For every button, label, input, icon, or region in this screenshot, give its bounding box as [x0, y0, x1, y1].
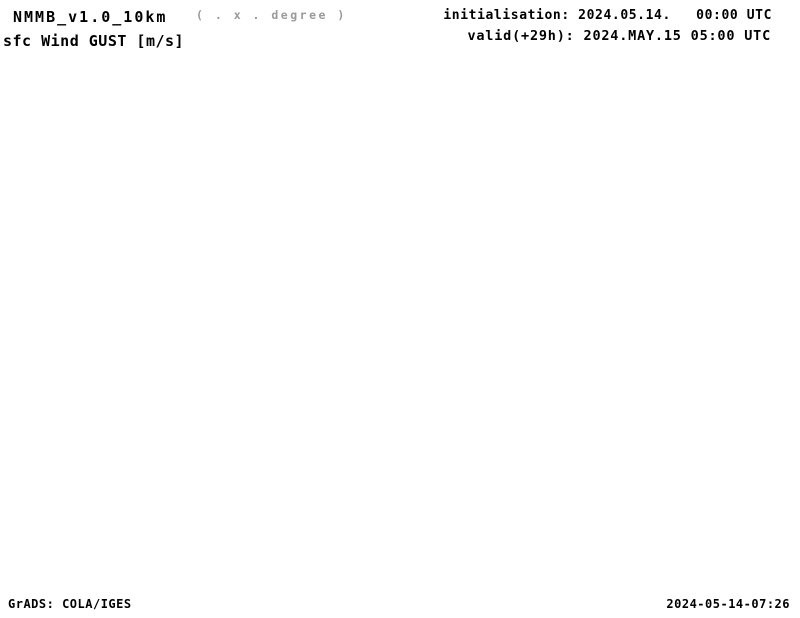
valid-time-label: valid(+29h): 2024.MAY.15 05:00 UTC	[467, 28, 771, 44]
resolution-note: ( . x . degree )	[196, 8, 347, 22]
page-title: NMMB_v1.0_10km	[13, 8, 167, 26]
creation-timestamp: 2024-05-14-07:26	[666, 597, 790, 611]
field-label: sfc Wind GUST [m/s]	[3, 32, 184, 50]
init-time-label: initialisation: 2024.05.14. 00:00 UTC	[443, 8, 772, 23]
grads-credit: GrADS: COLA/IGES	[8, 597, 132, 611]
